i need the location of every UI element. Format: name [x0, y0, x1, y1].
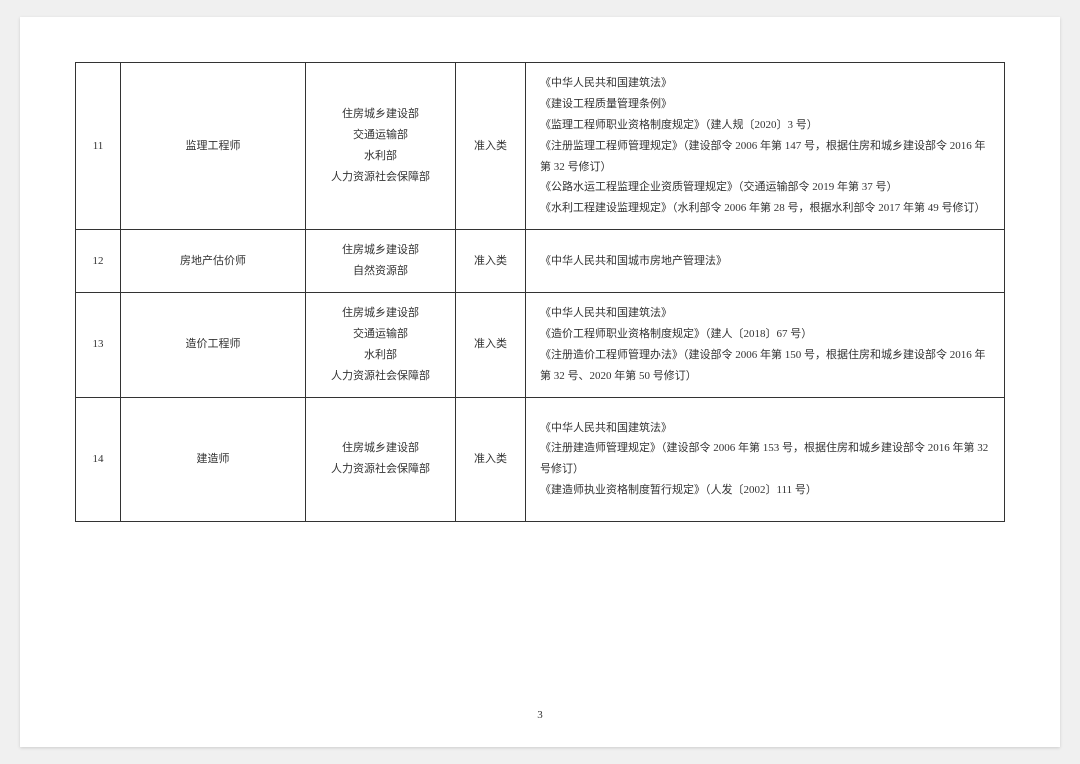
- qualification-type: 准入类: [456, 230, 526, 293]
- qualification-type: 准入类: [456, 293, 526, 398]
- qualification-table: 11监理工程师住房城乡建设部交通运输部水利部人力资源社会保障部准入类《中华人民共…: [75, 62, 1005, 522]
- basis-item: 《建设工程质量管理条例》: [540, 94, 990, 115]
- basis-item: 《中华人民共和国城市房地产管理法》: [540, 251, 990, 272]
- department: 住房城乡建设部人力资源社会保障部: [306, 397, 456, 522]
- row-number: 12: [76, 230, 121, 293]
- table-row: 14建造师住房城乡建设部人力资源社会保障部准入类《中华人民共和国建筑法》《注册建…: [76, 397, 1005, 522]
- department: 住房城乡建设部交通运输部水利部人力资源社会保障部: [306, 293, 456, 398]
- basis-item: 《水利工程建设监理规定》（水利部令 2006 年第 28 号，根据水利部令 20…: [540, 198, 990, 219]
- table-body: 11监理工程师住房城乡建设部交通运输部水利部人力资源社会保障部准入类《中华人民共…: [76, 63, 1005, 522]
- basis-item: 《注册监理工程师管理规定》（建设部令 2006 年第 147 号，根据住房和城乡…: [540, 136, 990, 178]
- basis-item: 《注册造价工程师管理办法》（建设部令 2006 年第 150 号，根据住房和城乡…: [540, 345, 990, 387]
- page-number: 3: [20, 709, 1060, 721]
- basis-item: 《公路水运工程监理企业资质管理规定》（交通运输部令 2019 年第 37 号）: [540, 177, 990, 198]
- legal-basis: 《中华人民共和国建筑法》《造价工程师职业资格制度规定》（建人〔2018〕67 号…: [526, 293, 1005, 398]
- basis-item: 《中华人民共和国建筑法》: [540, 303, 990, 324]
- legal-basis: 《中华人民共和国城市房地产管理法》: [526, 230, 1005, 293]
- department: 住房城乡建设部交通运输部水利部人力资源社会保障部: [306, 63, 456, 230]
- qualification-name: 监理工程师: [121, 63, 306, 230]
- qualification-name: 建造师: [121, 397, 306, 522]
- department: 住房城乡建设部自然资源部: [306, 230, 456, 293]
- table-row: 11监理工程师住房城乡建设部交通运输部水利部人力资源社会保障部准入类《中华人民共…: [76, 63, 1005, 230]
- row-number: 11: [76, 63, 121, 230]
- basis-item: 《监理工程师职业资格制度规定》（建人规〔2020〕3 号）: [540, 115, 990, 136]
- qualification-type: 准入类: [456, 397, 526, 522]
- basis-item: 《造价工程师职业资格制度规定》（建人〔2018〕67 号）: [540, 324, 990, 345]
- basis-item: 《注册建造师管理规定》（建设部令 2006 年第 153 号，根据住房和城乡建设…: [540, 438, 990, 480]
- document-page: 11监理工程师住房城乡建设部交通运输部水利部人力资源社会保障部准入类《中华人民共…: [20, 17, 1060, 747]
- row-number: 13: [76, 293, 121, 398]
- qualification-name: 造价工程师: [121, 293, 306, 398]
- legal-basis: 《中华人民共和国建筑法》《建设工程质量管理条例》《监理工程师职业资格制度规定》（…: [526, 63, 1005, 230]
- qualification-type: 准入类: [456, 63, 526, 230]
- row-number: 14: [76, 397, 121, 522]
- basis-item: 《建造师执业资格制度暂行规定》（人发〔2002〕111 号）: [540, 480, 990, 501]
- basis-item: 《中华人民共和国建筑法》: [540, 418, 990, 439]
- table-row: 13造价工程师住房城乡建设部交通运输部水利部人力资源社会保障部准入类《中华人民共…: [76, 293, 1005, 398]
- table-row: 12房地产估价师住房城乡建设部自然资源部准入类《中华人民共和国城市房地产管理法》: [76, 230, 1005, 293]
- basis-item: 《中华人民共和国建筑法》: [540, 73, 990, 94]
- legal-basis: 《中华人民共和国建筑法》《注册建造师管理规定》（建设部令 2006 年第 153…: [526, 397, 1005, 522]
- qualification-name: 房地产估价师: [121, 230, 306, 293]
